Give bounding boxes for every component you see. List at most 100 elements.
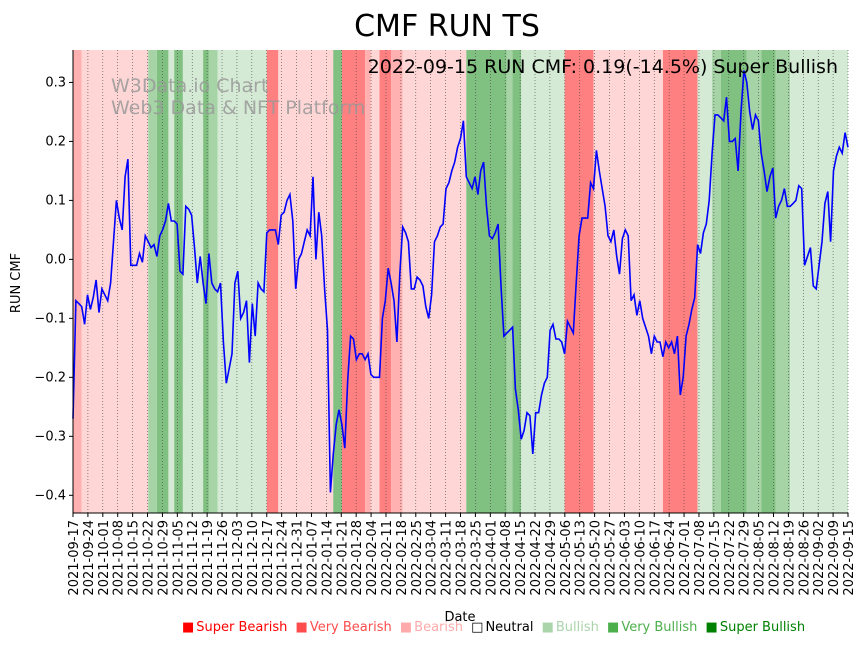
region-bullish-22 <box>521 50 565 513</box>
legend-very-bearish-label: Very Bearish <box>309 620 392 635</box>
legend-super-bullish: ■ Super Bullish <box>706 620 808 635</box>
x-tick-label-8: 2021-11-12 <box>186 520 201 596</box>
region-very-bullish-8 <box>208 50 218 513</box>
x-tick-label-49: 2022-08-26 <box>797 520 812 596</box>
x-tick-label-20: 2022-02-04 <box>365 520 380 596</box>
legend-bearish-symbol: ■ <box>399 620 413 635</box>
y-tick-label-4: −0.1 <box>34 311 66 326</box>
legend-bullish-label: Bullish <box>555 620 599 635</box>
x-tick-label-24: 2022-03-04 <box>425 520 440 596</box>
x-tick-label-0: 2021-09-17 <box>67 520 82 596</box>
region-very-bearish-0 <box>73 50 82 513</box>
x-tick-label-39: 2022-06-17 <box>648 520 663 596</box>
x-tick-label-6: 2021-10-29 <box>156 520 171 596</box>
region-very-bullish-20 <box>506 50 513 513</box>
region-very-bearish-17 <box>391 50 403 513</box>
x-tick-label-32: 2022-04-29 <box>544 520 559 596</box>
x-tick-label-25: 2022-03-11 <box>440 520 455 596</box>
x-tick-label-31: 2022-04-22 <box>529 520 544 596</box>
x-tick-label-2: 2021-10-01 <box>97 520 112 596</box>
legend-neutral-label: Neutral <box>485 620 534 635</box>
region-bearish-24 <box>593 50 663 513</box>
x-tick-label-33: 2022-05-06 <box>559 520 574 596</box>
legend-very-bullish-symbol: ■ <box>607 620 620 635</box>
legend-super-bearish-symbol: ■ <box>182 620 195 635</box>
region-super-bullish-5 <box>174 50 183 513</box>
x-tick-label-5: 2021-10-22 <box>142 520 157 596</box>
x-tick-label-23: 2022-02-25 <box>410 520 425 596</box>
x-tick-label-26: 2022-03-18 <box>455 520 470 596</box>
x-tick-label-52: 2022-09-15 <box>842 520 857 596</box>
region-super-bullish-7 <box>203 50 209 513</box>
region-super-bullish-30 <box>761 50 776 513</box>
x-tick-label-34: 2022-05-13 <box>574 520 589 596</box>
legend-neutral: □ Neutral <box>471 620 535 635</box>
legend-bearish: ■ Bearish <box>400 620 465 635</box>
region-very-bullish-2 <box>148 50 157 513</box>
region-super-bullish-12 <box>333 50 342 513</box>
region-bullish-6 <box>182 50 204 513</box>
legend-very-bullish-label: Very Bullish <box>621 620 698 635</box>
x-tick-label-11: 2021-12-03 <box>231 520 246 596</box>
region-very-bullish-27 <box>712 50 721 513</box>
sentiment-regions <box>73 50 848 513</box>
x-tick-label-30: 2022-04-15 <box>514 520 529 596</box>
region-super-bearish-25 <box>662 50 698 513</box>
x-tick-label-28: 2022-04-01 <box>484 520 499 596</box>
x-tick-label-22: 2022-02-18 <box>395 520 410 596</box>
x-tick-label-18: 2022-01-21 <box>335 520 350 596</box>
x-tick-label-4: 2021-10-15 <box>127 520 142 596</box>
x-tick-label-12: 2021-12-10 <box>246 520 261 596</box>
x-tick-label-47: 2022-08-12 <box>767 520 782 596</box>
x-tick-label-36: 2022-05-27 <box>604 520 619 596</box>
x-tick-label-43: 2022-07-15 <box>708 520 723 596</box>
x-tick-label-10: 2021-11-26 <box>216 520 231 596</box>
x-tick-label-46: 2022-08-05 <box>753 520 768 596</box>
x-tick-label-37: 2022-06-03 <box>618 520 633 596</box>
legend: ■ Super Bearish ■ Very Bearish ■ Bearish □ N… <box>182 620 809 635</box>
region-bullish-26 <box>697 50 713 513</box>
legend-very-bearish-symbol: ■ <box>295 620 308 635</box>
legend-neutral-symbol: □ <box>471 620 484 635</box>
chart-title: CMF RUN TS <box>354 9 540 44</box>
region-bearish-18 <box>402 50 467 513</box>
region-super-bearish-16 <box>379 50 392 513</box>
legend-very-bearish: ■ Very Bearish <box>296 620 394 635</box>
region-bullish-9 <box>217 50 267 513</box>
y-tick-label-0: 0.3 <box>45 75 66 90</box>
y-tick-label-5: −0.2 <box>34 370 66 385</box>
latest-value-annotation: 2022-09-15 RUN CMF: 0.19(-14.5%) Super B… <box>368 56 838 78</box>
y-tick-label-1: 0.2 <box>45 134 66 149</box>
x-tick-label-42: 2022-07-08 <box>693 520 708 596</box>
x-tick-label-29: 2022-04-08 <box>499 520 514 596</box>
x-tick-label-19: 2022-01-28 <box>350 520 365 596</box>
x-tick-label-15: 2021-12-31 <box>291 520 306 596</box>
x-tick-label-35: 2022-05-20 <box>589 520 604 596</box>
x-tick-label-38: 2022-06-10 <box>633 520 648 596</box>
x-tick-label-7: 2021-11-05 <box>171 520 186 596</box>
x-tick-label-14: 2021-12-24 <box>276 520 291 596</box>
region-super-bearish-23 <box>564 50 594 513</box>
legend-super-bearish: ■ Super Bearish <box>182 620 289 635</box>
x-tick-label-48: 2022-08-19 <box>782 520 797 596</box>
region-super-bullish-28 <box>720 50 747 513</box>
region-super-bearish-10 <box>266 50 279 513</box>
x-tick-label-16: 2022-01-07 <box>305 520 320 596</box>
region-super-bullish-21 <box>512 50 522 513</box>
legend-bullish-symbol: ■ <box>541 620 554 635</box>
region-bullish-32 <box>790 50 848 513</box>
region-bearish-1 <box>81 50 149 513</box>
legend-bullish: ■ Bullish <box>542 620 601 635</box>
x-tick-label-13: 2021-12-17 <box>261 520 276 596</box>
run-cmf-line <box>72 70 849 493</box>
x-tick-label-50: 2022-09-02 <box>812 520 827 596</box>
legend-super-bullish-label: Super Bullish <box>719 620 806 635</box>
legend-bearish-label: Bearish <box>414 620 464 635</box>
region-very-bullish-29 <box>746 50 762 513</box>
y-tick-label-7: −0.4 <box>34 488 66 503</box>
x-tick-label-21: 2022-02-11 <box>380 520 395 596</box>
y-axis-label: RUN CMF <box>9 253 24 313</box>
legend-super-bearish-label: Super Bearish <box>196 620 288 635</box>
x-tick-label-27: 2022-03-25 <box>469 520 484 596</box>
